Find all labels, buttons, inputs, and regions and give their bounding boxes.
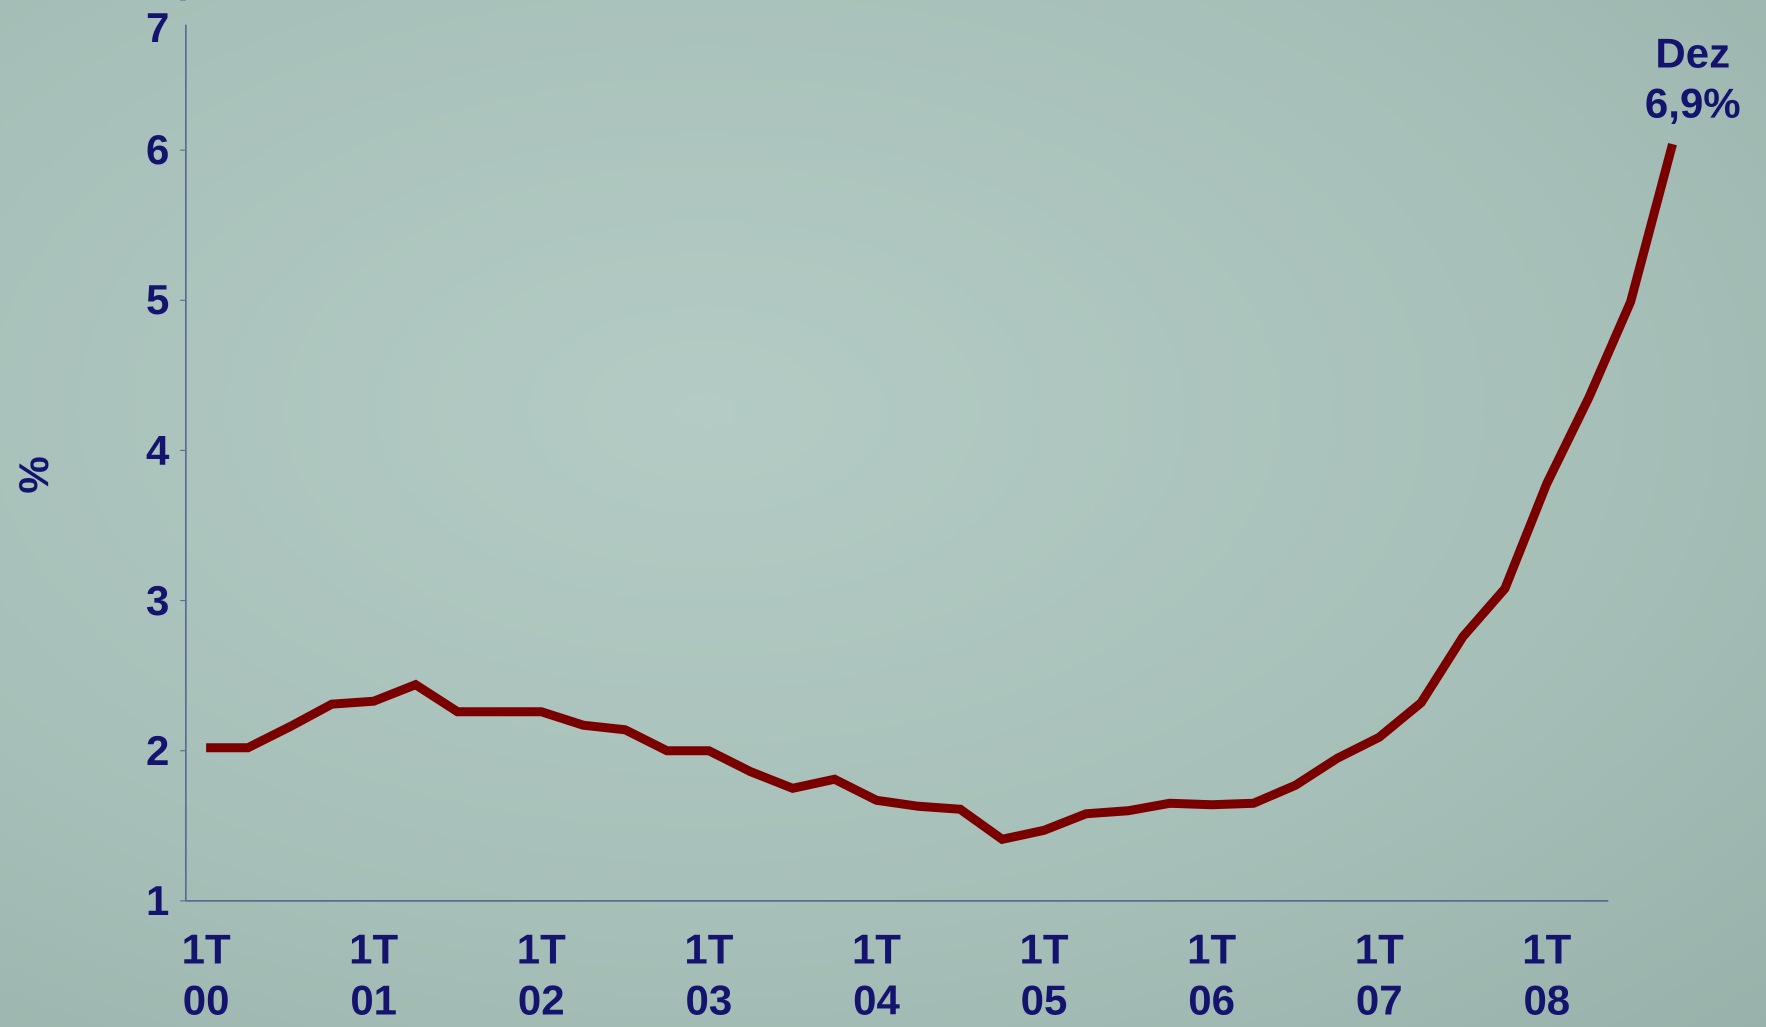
y-tick-label: 6 <box>146 125 169 175</box>
x-tick-label: 1T 00 <box>182 925 231 1026</box>
y-tick-label: 4 <box>146 425 169 475</box>
x-tick-label: 1T 05 <box>1020 925 1069 1026</box>
annotation: Dez 6,9% <box>1645 28 1741 129</box>
y-tick-label: 7 <box>146 3 169 53</box>
x-tick-label: 1T 08 <box>1522 925 1571 1026</box>
chart: 1 2 3 4 5 6 7 1T 00 1T 01 1T 02 1T 03 1T 04 1T 05 1T … <box>0 0 1766 1027</box>
y-axis-label: % <box>9 457 59 494</box>
x-tick-label: 1T 02 <box>517 925 566 1026</box>
data-line <box>206 144 1672 839</box>
x-tick-label: 1T 01 <box>349 925 398 1026</box>
x-tick-label: 1T 03 <box>684 925 733 1026</box>
plot <box>0 0 1766 1027</box>
y-tick-label: 3 <box>146 575 169 625</box>
x-tick-label: 1T 07 <box>1355 925 1404 1026</box>
y-tick-label: 1 <box>146 876 169 926</box>
y-tick-label: 2 <box>146 726 169 776</box>
x-tick-label: 1T 06 <box>1187 925 1236 1026</box>
y-tick-label: 5 <box>146 275 169 325</box>
x-tick-label: 1T 04 <box>852 925 901 1026</box>
